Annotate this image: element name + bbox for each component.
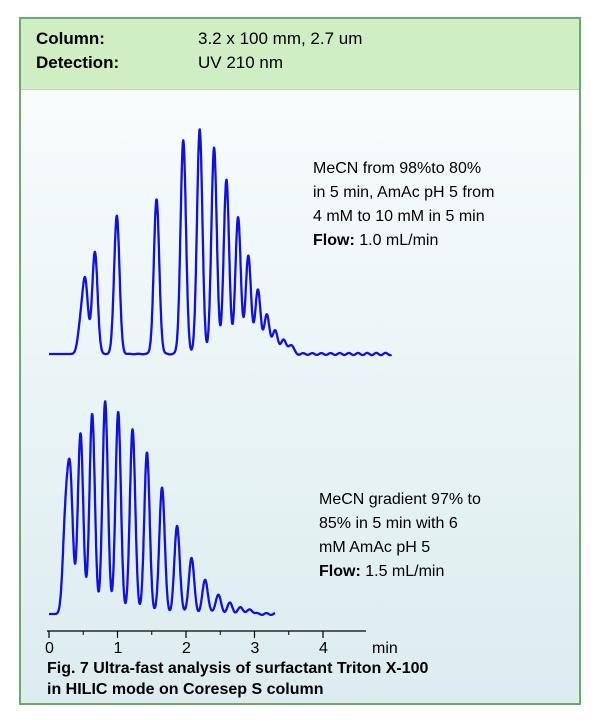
detection-label: Detection: bbox=[36, 53, 120, 72]
figure-panel: Column: 3.2 x 100 mm, 2.7 um Detection: UV… bbox=[19, 17, 581, 705]
lower-trace-line bbox=[48, 400, 276, 617]
upper-flow-label: Flow: bbox=[313, 232, 355, 249]
x-tick-label-1: 1 bbox=[114, 640, 123, 657]
lower-flow-label: Flow: bbox=[319, 563, 361, 580]
chromatogram-plot: 0 1 2 3 4 min bbox=[45, 128, 398, 657]
conditions-header: Column: 3.2 x 100 mm, 2.7 um Detection: UV… bbox=[21, 19, 579, 90]
x-tick-label-0: 0 bbox=[45, 640, 54, 657]
lower-conditions-text: MeCN gradient 97% to 85% in 5 min with 6… bbox=[319, 488, 579, 584]
x-tick-label-3: 3 bbox=[251, 640, 260, 657]
upper-condition-line1: MeCN from 98%to 80% bbox=[313, 160, 482, 177]
lower-condition-line1: MeCN gradient 97% to bbox=[319, 491, 481, 508]
upper-condition-line2: in 5 min, AmAc pH 5 from bbox=[313, 184, 495, 201]
lower-flow-line: Flow: 1.5 mL/min bbox=[319, 560, 579, 584]
lower-condition-line2: 85% in 5 min with 6 bbox=[319, 515, 458, 532]
upper-condition-line3: 4 mM to 10 mM in 5 min bbox=[313, 208, 485, 225]
time-axis: 0 1 2 3 4 min bbox=[45, 630, 398, 657]
upper-chromatogram bbox=[48, 128, 393, 357]
upper-conditions-text: MeCN from 98%to 80% in 5 min, AmAc pH 5 … bbox=[313, 157, 575, 253]
column-row: Column: 3.2 x 100 mm, 2.7 um bbox=[36, 29, 362, 49]
figure-caption: Fig. 7 Ultra-fast analysis of surfactant… bbox=[47, 658, 567, 700]
column-value: 3.2 x 100 mm, 2.7 um bbox=[198, 29, 363, 48]
upper-flow-line: Flow: 1.0 mL/min bbox=[313, 229, 575, 253]
x-axis-unit-label: min bbox=[372, 640, 398, 657]
x-tick-label-2: 2 bbox=[182, 640, 191, 657]
lower-flow-value: 1.5 mL/min bbox=[365, 563, 445, 580]
lower-condition-line3: mM AmAc pH 5 bbox=[319, 539, 431, 556]
detection-row: Detection: UV 210 nm bbox=[36, 53, 283, 73]
x-tick-label-4: 4 bbox=[319, 640, 328, 657]
upper-flow-value: 1.0 mL/min bbox=[359, 232, 439, 249]
detection-value: UV 210 nm bbox=[198, 53, 284, 72]
caption-line2: in HILIC mode on Coresep S column bbox=[47, 681, 324, 698]
upper-trace-line bbox=[48, 128, 393, 357]
caption-line1: Fig. 7 Ultra-fast analysis of surfactant… bbox=[47, 660, 429, 677]
lower-chromatogram bbox=[48, 400, 276, 617]
column-label: Column: bbox=[36, 29, 105, 48]
